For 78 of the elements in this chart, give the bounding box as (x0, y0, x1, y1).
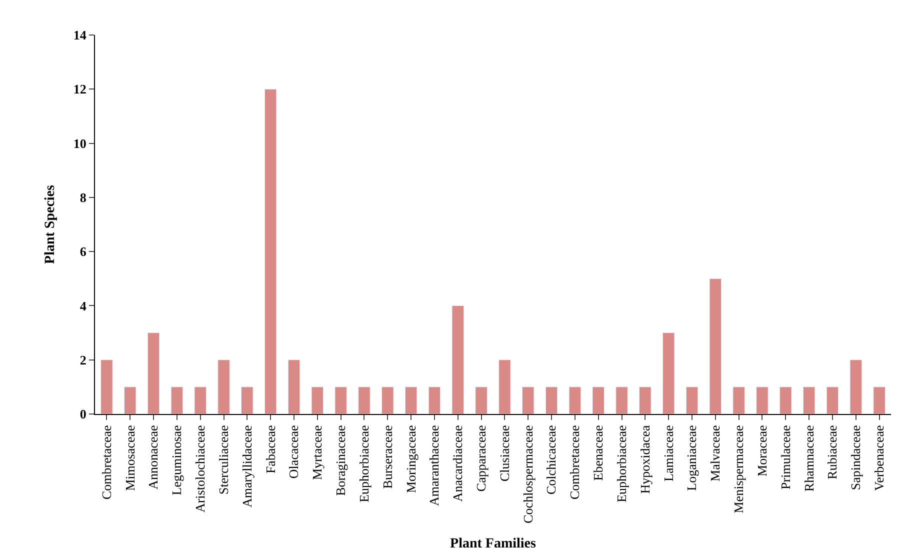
x-tick-label: Anacardiaceae (450, 424, 466, 502)
y-tick-label: 10 (73, 136, 86, 151)
bar (802, 386, 816, 414)
x-tick-label: Clusiaceae (496, 424, 512, 482)
bar (780, 386, 792, 414)
x-tick-label: Moringaceae (403, 424, 418, 494)
x-tick-label: Combretaceae (98, 424, 114, 500)
x-tick-label: Malvaceae (708, 424, 723, 482)
bar (288, 360, 300, 414)
x-tick-label: Primulaceae (778, 424, 793, 490)
bar (850, 360, 862, 414)
x-tick-label: Rhamnaceae (801, 424, 816, 492)
y-tick-label: 6 (80, 244, 87, 260)
x-tick-label: Hypoxidacea (637, 424, 652, 494)
x-tick-label: Aristolochiaceae (192, 424, 208, 513)
x-tick-label: Combretaceae (567, 424, 582, 500)
bar (382, 386, 394, 414)
x-tick-label: Annonaceae (146, 424, 161, 490)
y-axis-title: Plant Species (43, 184, 58, 264)
x-tick-label: Cochlospermaceae (520, 424, 536, 524)
x-tick-label: Rubiaceae (824, 424, 840, 480)
bar (170, 386, 184, 414)
bar (404, 386, 418, 414)
x-tick-label: Euphorbiaceae (356, 424, 372, 502)
bar (709, 278, 722, 414)
bar (241, 386, 254, 414)
bar (568, 386, 582, 414)
x-tick-label: Leguminosae (169, 424, 184, 496)
bar (662, 332, 675, 414)
x-tick-label: Colchicaceae (544, 424, 559, 494)
bar (686, 386, 698, 414)
x-axis-title: Plant Families (450, 536, 537, 552)
y-tick-label: 12 (73, 82, 86, 97)
x-tick-label: Mimosaceae (122, 424, 138, 491)
y-tick-label: 0 (80, 406, 86, 422)
x-tick-label: Menispermaceae (731, 424, 746, 514)
x-tick-label: Lamiaceae (660, 424, 676, 482)
bar (218, 360, 230, 414)
bar (732, 386, 745, 414)
bar (545, 386, 558, 414)
x-tick-label: Capparaceae (474, 424, 489, 492)
bar (147, 332, 160, 414)
x-tick-label: Ebenaceae (590, 424, 606, 481)
bar (311, 386, 324, 414)
x-tick-label: Fabaceae (262, 424, 278, 474)
x-tick-label: Sapindaceae (848, 424, 864, 490)
bar (334, 386, 347, 414)
bar (522, 386, 534, 414)
bar (873, 386, 886, 414)
bar (100, 360, 113, 414)
bar (756, 386, 768, 414)
bar (498, 360, 511, 414)
bar (124, 386, 136, 414)
bar (428, 386, 441, 414)
x-tick-label: Myrtaceae (310, 424, 325, 480)
y-tick-label: 14 (73, 28, 87, 43)
x-tick-label: Sterculiaceae (216, 424, 231, 494)
bar (592, 386, 604, 414)
bar (452, 305, 464, 414)
x-tick-label: Burseraceae (380, 424, 395, 489)
bar (358, 386, 370, 414)
x-tick-label: Amaryllidaceae (239, 424, 254, 508)
x-tick-label: Euphorbiaceae (614, 424, 629, 502)
y-tick-label: 8 (80, 190, 87, 205)
x-tick-label: Moraceae (754, 424, 770, 476)
x-tick-label: Boraginaceae (333, 424, 348, 496)
bar (264, 88, 277, 414)
x-tick-label: Loganiaceae (684, 424, 700, 491)
y-tick-label: 2 (80, 352, 86, 368)
x-tick-label: Verbenaceae (872, 424, 887, 491)
y-tick-label: 4 (80, 298, 87, 314)
bar (475, 386, 488, 414)
bar (616, 386, 628, 414)
bar (826, 386, 839, 414)
x-tick-label: Amaranthaceae (426, 424, 442, 506)
x-tick-label: Olacaceae (286, 424, 302, 479)
bar (194, 386, 206, 414)
bar (639, 386, 652, 414)
